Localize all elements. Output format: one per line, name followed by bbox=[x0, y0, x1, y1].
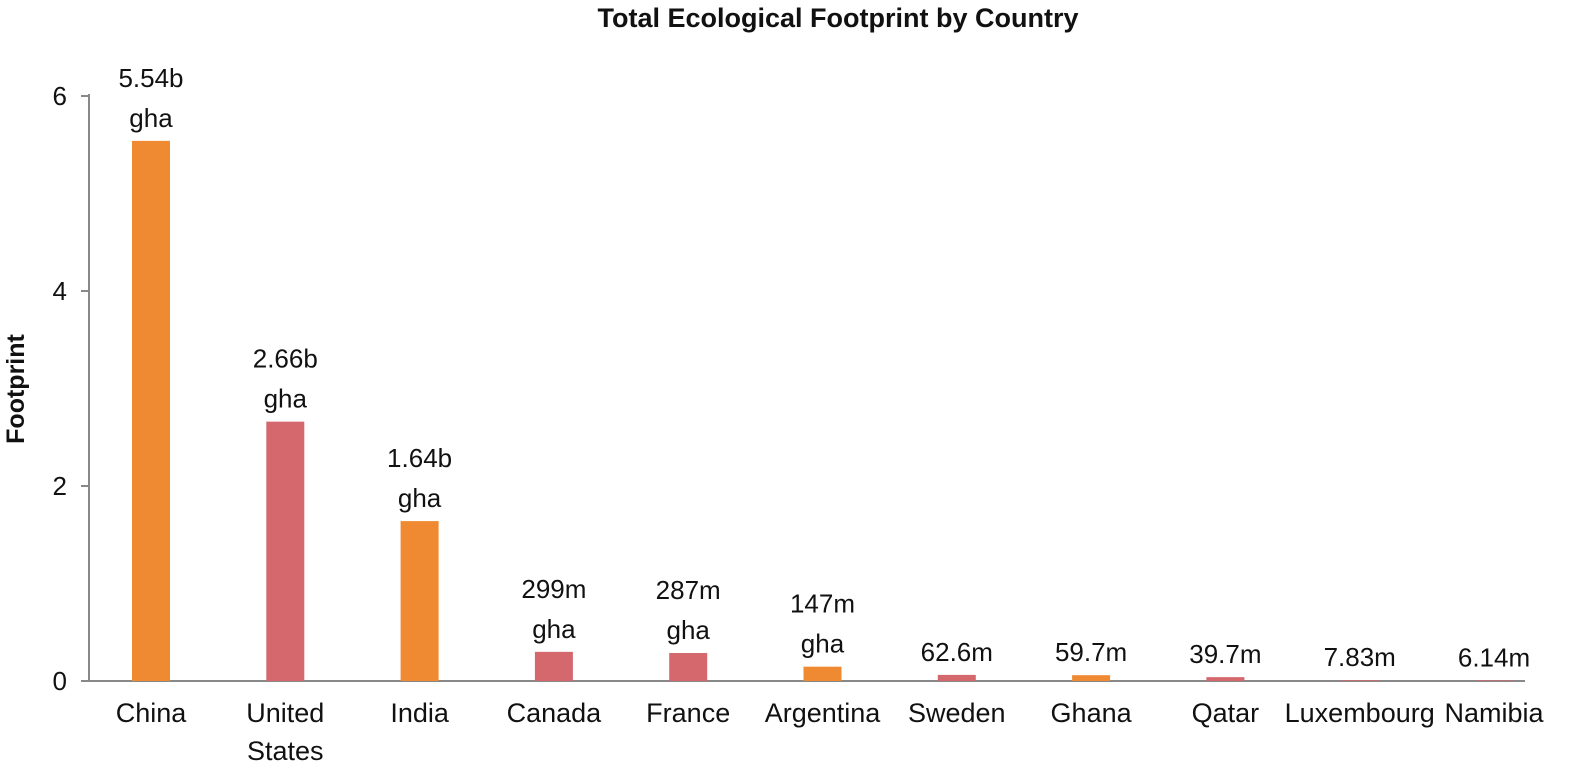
bar bbox=[937, 674, 976, 681]
bar bbox=[1072, 675, 1111, 681]
data-label-line: 6.14m bbox=[1458, 642, 1530, 672]
data-label-line: 5.54b bbox=[118, 63, 183, 93]
data-label: 39.7m bbox=[1189, 639, 1261, 669]
x-tick-label: Ghana bbox=[1051, 698, 1133, 728]
data-label-line: gha bbox=[532, 614, 576, 644]
data-label-line: 1.64b bbox=[387, 443, 452, 473]
data-label: 62.6m bbox=[921, 637, 993, 667]
data-label-line: 39.7m bbox=[1189, 639, 1261, 669]
x-tick-label: United States bbox=[246, 698, 324, 766]
data-label: 7.83m bbox=[1324, 642, 1396, 672]
data-label: 1.64b gha bbox=[387, 443, 452, 513]
bar bbox=[266, 421, 305, 681]
x-tick-label: India bbox=[390, 698, 450, 728]
bar bbox=[803, 666, 842, 681]
x-tick-label: Luxembourg bbox=[1285, 698, 1435, 728]
data-label-line: 62.6m bbox=[921, 637, 993, 667]
x-tick-label-line: Luxembourg bbox=[1285, 698, 1435, 728]
data-label-line: 147m bbox=[790, 589, 855, 619]
bar bbox=[1206, 677, 1245, 681]
data-label: 6.14m bbox=[1458, 642, 1530, 672]
data-label-line: gha bbox=[667, 615, 711, 645]
x-tick-label-line: Qatar bbox=[1192, 698, 1260, 728]
x-tick-label-line: China bbox=[116, 698, 188, 728]
y-tick-label: 4 bbox=[53, 276, 67, 306]
x-tick-labels: China United States India Canada France Argent… bbox=[116, 698, 1545, 766]
data-label-line: gha bbox=[801, 629, 845, 659]
x-tick-label-line: Sweden bbox=[908, 698, 1006, 728]
x-tick-label-line: Canada bbox=[507, 698, 603, 728]
data-label-line: 7.83m bbox=[1324, 642, 1396, 672]
bar bbox=[132, 140, 170, 682]
data-label: 59.7m bbox=[1055, 637, 1127, 667]
y-tick-label: 0 bbox=[53, 666, 67, 696]
x-tick-label: Qatar bbox=[1192, 698, 1260, 728]
bar bbox=[534, 651, 573, 681]
x-tick-label-line: France bbox=[646, 698, 730, 728]
data-label-line: 299m bbox=[521, 574, 586, 604]
data-label: 2.66b gha bbox=[253, 344, 318, 414]
x-tick-label-line: Argentina bbox=[765, 698, 882, 728]
data-label: 287m gha bbox=[656, 575, 721, 645]
bar bbox=[1475, 680, 1513, 681]
data-label: 299m gha bbox=[521, 574, 586, 644]
x-tick-label: China bbox=[116, 698, 188, 728]
bar bbox=[1340, 680, 1379, 681]
x-tick-label: France bbox=[646, 698, 730, 728]
chart-title: Total Ecological Footprint by Country bbox=[598, 3, 1079, 33]
x-tick-label-line: Ghana bbox=[1051, 698, 1133, 728]
y-axis-label: Footprint bbox=[2, 333, 30, 443]
x-tick-label-line: States bbox=[247, 736, 324, 766]
data-label-line: 287m bbox=[656, 575, 721, 605]
data-label-line: 2.66b bbox=[253, 344, 318, 374]
bar bbox=[400, 521, 439, 681]
data-label: 5.54b gha bbox=[118, 63, 183, 133]
x-tick-label-line: Namibia bbox=[1444, 698, 1544, 728]
x-tick-label: Argentina bbox=[765, 698, 882, 728]
data-label-line: gha bbox=[398, 483, 442, 513]
bars bbox=[132, 140, 1513, 682]
x-tick-label: Canada bbox=[507, 698, 603, 728]
x-tick-label-line: United bbox=[246, 698, 324, 728]
y-tick-label: 6 bbox=[53, 81, 67, 111]
data-label-line: gha bbox=[129, 103, 173, 133]
x-tick-label: Namibia bbox=[1444, 698, 1544, 728]
x-tick-label-line: India bbox=[390, 698, 450, 728]
x-tick-label: Sweden bbox=[908, 698, 1006, 728]
bar bbox=[669, 653, 708, 681]
y-tick-label: 2 bbox=[53, 471, 67, 501]
y-axis: 0 2 4 6 bbox=[53, 81, 90, 696]
data-label-line: 59.7m bbox=[1055, 637, 1127, 667]
data-label: 147m gha bbox=[790, 589, 855, 659]
data-label-line: gha bbox=[264, 384, 308, 414]
